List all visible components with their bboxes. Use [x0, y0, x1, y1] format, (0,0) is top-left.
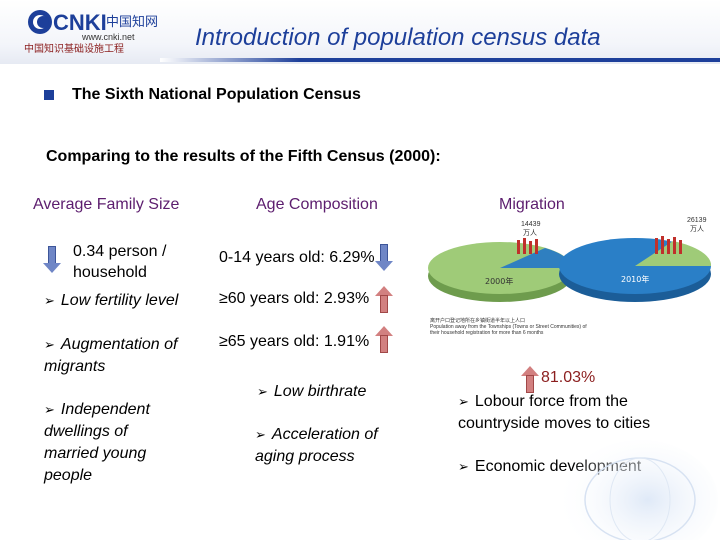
- family-bullet-low-fertility: ➢ Low fertility level: [44, 292, 179, 309]
- cnki-logo: CNKI 中国知网 www.cnki.net 中国知识基础设施工程: [24, 10, 158, 55]
- migration-pie-image: 2000年 14439 万人 2010年 26139 万人: [428, 217, 712, 302]
- logo-brand: CNKI: [53, 10, 107, 35]
- family-bullet-independent-dwellings: ➢ Independent dwellings of married young …: [44, 401, 150, 484]
- family-bullet-migrants: ➢ Augmentation of migrants: [44, 336, 178, 375]
- bullet-square: [44, 90, 54, 100]
- down-arrow-icon: [43, 246, 61, 274]
- up-arrow-icon: [521, 366, 539, 394]
- slide-title: Introduction of population census data: [195, 24, 601, 51]
- pie-label-2000: 2000年: [485, 276, 513, 286]
- pie-label-2010: 2010年: [621, 274, 649, 284]
- chevron-bullet-icon: ➢: [458, 394, 469, 409]
- family-size-change: 0.34 person / household: [73, 243, 167, 281]
- age-60-plus-change: ≥60 years old: 2.93%: [219, 290, 370, 307]
- header-underline: [160, 58, 720, 62]
- age-bullet-low-birthrate: ➢ Low birthrate: [257, 383, 367, 400]
- census-heading: The Sixth National Population Census: [72, 86, 361, 103]
- age-composition-header: Age Composition: [256, 196, 378, 213]
- chevron-bullet-icon: ➢: [458, 459, 469, 474]
- pie-value-2010: 26139: [687, 217, 707, 224]
- people-icons-2010: [655, 236, 682, 254]
- pie-caption-en: Population away from the Townships (Town…: [430, 324, 587, 336]
- logo-url: www.cnki.net: [81, 32, 135, 42]
- up-arrow-icon: [375, 326, 393, 354]
- migration-header: Migration: [499, 196, 565, 213]
- age-0-14-change: 0-14 years old: 6.29%: [219, 249, 375, 266]
- age-bullet-aging: ➢ Acceleration of aging process: [255, 426, 378, 465]
- age-65-plus-change: ≥65 years old: 1.91%: [219, 333, 370, 350]
- family-size-header: Average Family Size: [33, 196, 180, 213]
- pie-caption: 离开户口登记地所在乡镇街道半年以上人口 Population away from…: [430, 318, 590, 348]
- comparison-heading: Comparing to the results of the Fifth Ce…: [46, 148, 441, 165]
- down-arrow-icon: [375, 244, 393, 272]
- migration-bullet-labour: ➢ Lobour force from the countryside moves…: [458, 393, 651, 432]
- chevron-bullet-icon: ➢: [44, 337, 55, 352]
- globe-image: [562, 440, 718, 540]
- migration-change: 81.03%: [541, 369, 596, 386]
- people-icons-2000: [517, 238, 538, 254]
- logo-chinese-subtitle: 中国知识基础设施工程: [24, 42, 124, 55]
- chevron-bullet-icon: ➢: [255, 427, 266, 442]
- pie-value-2000: 14439: [521, 221, 541, 228]
- pie-unit-2010: 万人: [690, 225, 704, 233]
- pie-caption-cn: 离开户口登记地所在乡镇街道半年以上人口: [430, 318, 526, 324]
- pie-unit-2000: 万人: [523, 229, 537, 237]
- header-band: [0, 0, 720, 64]
- logo-chinese-name: 中国知网: [106, 14, 158, 30]
- chevron-bullet-icon: ➢: [257, 384, 268, 399]
- up-arrow-icon: [375, 286, 393, 314]
- chevron-bullet-icon: ➢: [44, 402, 55, 417]
- chevron-bullet-icon: ➢: [44, 293, 55, 308]
